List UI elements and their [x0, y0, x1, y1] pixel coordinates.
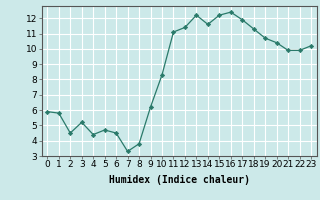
X-axis label: Humidex (Indice chaleur): Humidex (Indice chaleur) — [109, 175, 250, 185]
